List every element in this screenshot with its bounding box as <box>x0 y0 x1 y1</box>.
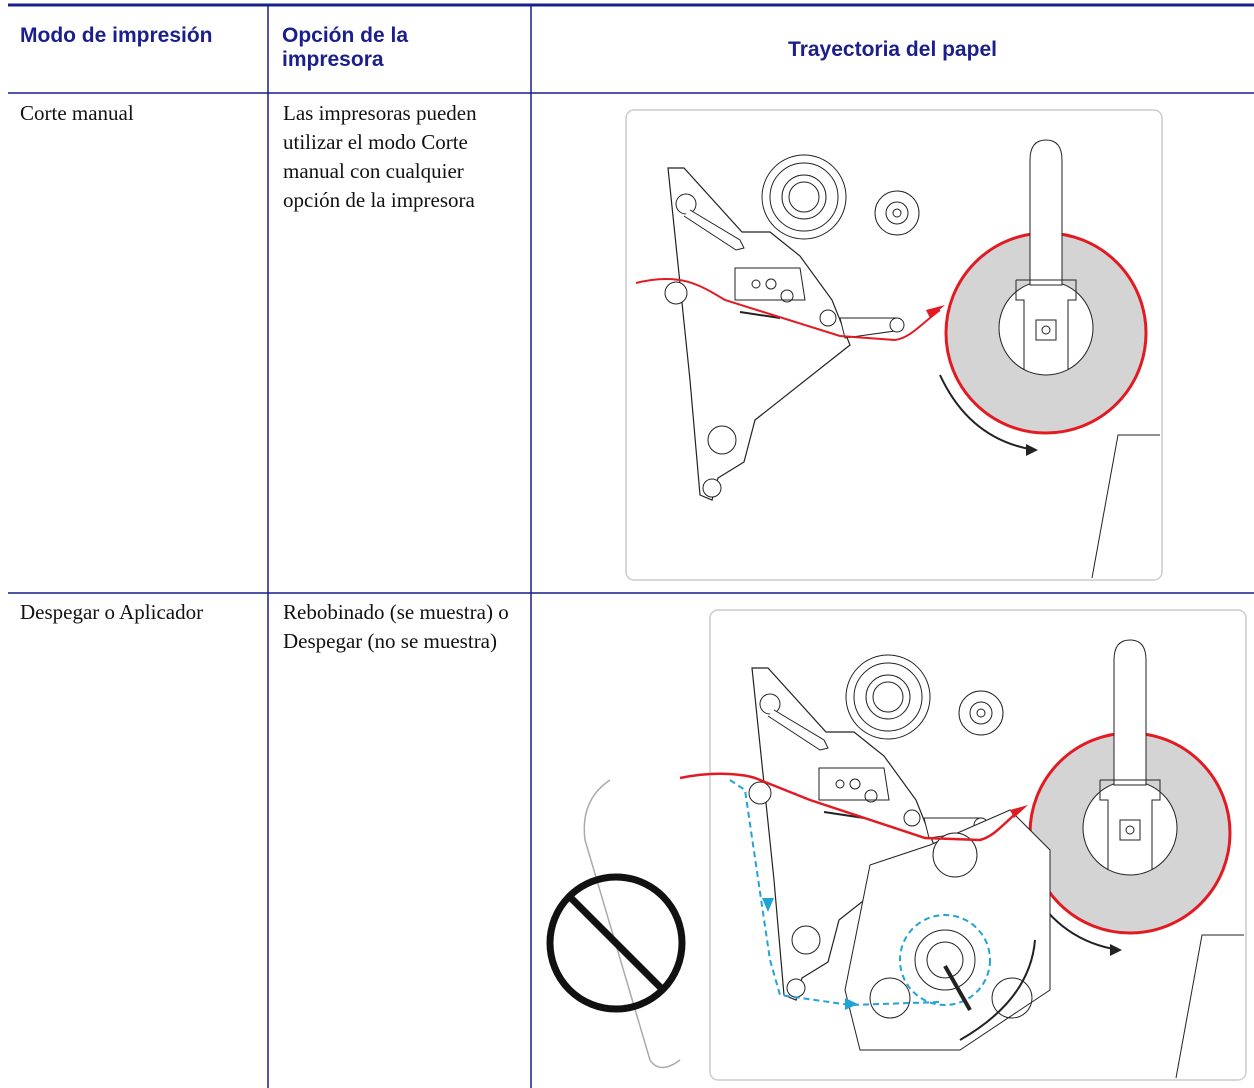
table-cell: Despegar o Aplicador <box>20 600 204 624</box>
header-cell: Trayectoria del papel <box>788 38 997 61</box>
table-cell: Corte manual <box>20 101 134 125</box>
table-cell: Rebobinado (se muestra) o Despegar (no s… <box>283 600 509 653</box>
table-cell: Las impresoras pueden utilizar el modo C… <box>283 101 477 212</box>
header-cell: Opción de la impresora <box>282 24 409 71</box>
header-cell: Modo de impresión <box>20 24 213 47</box>
